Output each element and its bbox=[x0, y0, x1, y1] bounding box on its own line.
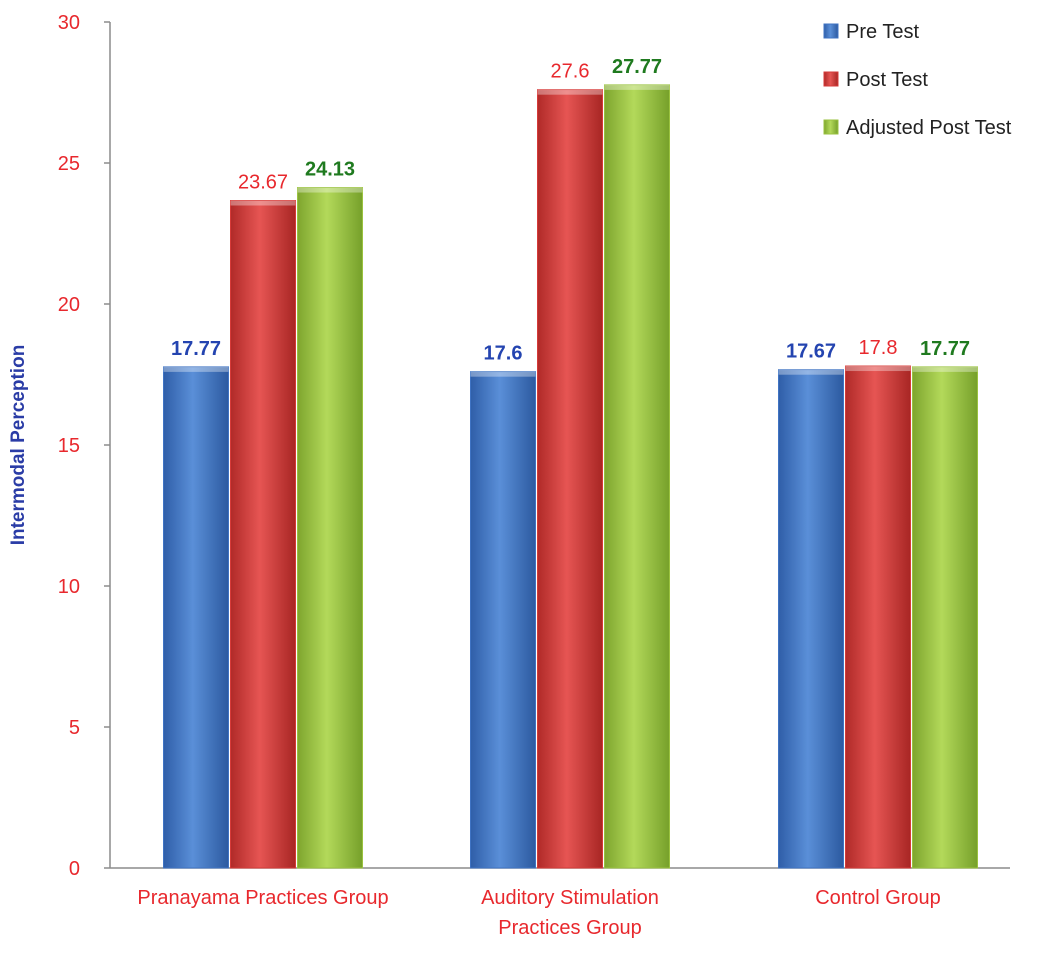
bar-highlight bbox=[297, 187, 363, 193]
bar bbox=[537, 89, 603, 869]
bar-highlight bbox=[163, 366, 229, 372]
data-label: 24.13 bbox=[305, 159, 355, 181]
data-label: 17.77 bbox=[171, 338, 221, 360]
bar-highlight bbox=[604, 84, 670, 90]
bar bbox=[470, 371, 536, 869]
category-label: Auditory Stimulation bbox=[481, 887, 659, 909]
bar bbox=[297, 187, 363, 869]
y-axis-label: Intermodal Perception bbox=[8, 345, 29, 546]
data-label: 23.67 bbox=[238, 172, 288, 194]
bar bbox=[912, 366, 978, 869]
bar bbox=[604, 84, 670, 869]
bars bbox=[163, 84, 978, 869]
data-labels: 17.77 17.6 17.67 23.67 27.6 17.8 24.13 27.77 17.… bbox=[171, 56, 970, 365]
legend-label: Post Test bbox=[846, 69, 928, 91]
bar-highlight bbox=[845, 366, 911, 372]
category-labels: Pranayama Practices Group Auditory Stimul… bbox=[137, 887, 940, 939]
bar-highlight bbox=[537, 89, 603, 95]
bar-highlight bbox=[470, 371, 536, 377]
legend: Pre Test Post Test Adjusted Post Test bbox=[823, 21, 1012, 139]
bar bbox=[845, 365, 911, 869]
legend-swatch bbox=[823, 71, 839, 87]
bar-highlight bbox=[230, 200, 296, 206]
category-label: Practices Group bbox=[498, 917, 641, 939]
legend-swatch bbox=[823, 23, 839, 39]
y-tick-label: 30 bbox=[58, 12, 80, 34]
y-tick-labels: 0 5 10 15 20 25 30 bbox=[58, 12, 110, 880]
bar-highlight bbox=[912, 366, 978, 372]
bar bbox=[163, 366, 229, 869]
category-label: Pranayama Practices Group bbox=[137, 887, 388, 909]
data-label: 27.77 bbox=[612, 56, 662, 78]
y-tick-label: 20 bbox=[58, 294, 80, 316]
y-tick-label: 15 bbox=[58, 435, 80, 457]
y-tick-label: 25 bbox=[58, 153, 80, 175]
bar bbox=[778, 369, 844, 869]
legend-swatch bbox=[823, 119, 839, 135]
y-tick-label: 10 bbox=[58, 576, 80, 598]
data-label: 17.8 bbox=[859, 337, 898, 359]
data-label: 17.6 bbox=[484, 343, 523, 365]
y-tick-label: 5 bbox=[69, 717, 80, 739]
legend-label: Pre Test bbox=[846, 21, 919, 43]
data-label: 17.77 bbox=[920, 338, 970, 360]
y-tick-label: 0 bbox=[69, 858, 80, 880]
data-label: 27.6 bbox=[551, 61, 590, 83]
data-label: 17.67 bbox=[786, 341, 836, 363]
bar bbox=[230, 200, 296, 869]
bar-highlight bbox=[778, 369, 844, 375]
category-label: Control Group bbox=[815, 887, 941, 909]
legend-label: Adjusted Post Test bbox=[846, 117, 1012, 139]
